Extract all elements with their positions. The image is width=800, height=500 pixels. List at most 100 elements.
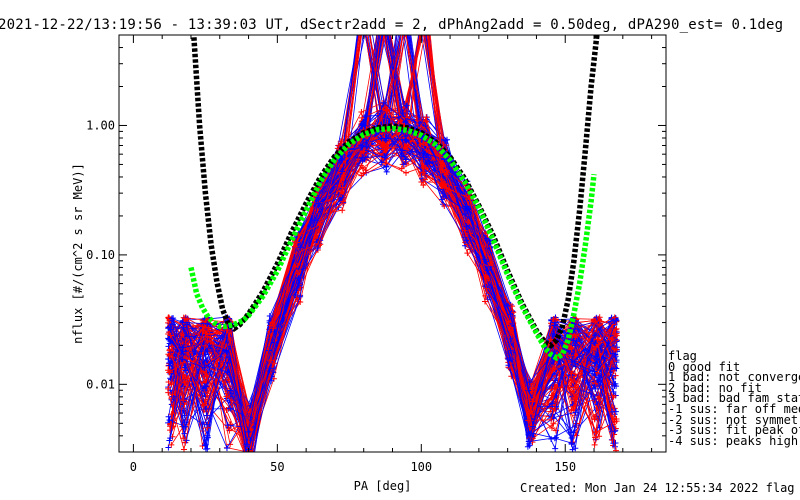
spectrum-point — [553, 427, 559, 434]
spectrum-line — [170, 130, 616, 447]
spectrum-point — [548, 386, 555, 393]
spectrum-point — [592, 318, 599, 325]
spectrum-point — [613, 332, 620, 339]
spectrum-point — [400, 161, 407, 168]
spectrum-point — [419, 175, 425, 182]
spectrum-point — [315, 194, 322, 201]
spectrum-point — [339, 207, 346, 214]
spectrum-point — [247, 459, 253, 465]
spectrum-point — [507, 347, 514, 354]
spectrum-point — [247, 465, 253, 471]
spectrum-point — [199, 443, 206, 449]
spectrum-point — [248, 470, 254, 476]
spectrum-point — [181, 430, 188, 437]
spectrum-point — [360, 9, 366, 15]
spectrum-point — [383, 4, 389, 10]
spectrum-point — [573, 332, 580, 339]
spectrum-point — [613, 337, 619, 344]
spectrum-point — [398, 1, 404, 7]
spectrum-point — [180, 324, 187, 331]
spectrum-point — [179, 319, 186, 326]
spectrum-point — [247, 454, 253, 460]
spectrum-point — [610, 388, 617, 395]
spectrum-point — [403, 102, 410, 109]
spectrum-point — [201, 364, 208, 371]
spectrum-point — [381, 99, 387, 106]
spectrum-point — [339, 184, 346, 191]
spectrum-point — [246, 460, 252, 466]
spectrum-point — [400, 0, 406, 1]
spectrum-point — [266, 365, 273, 372]
spectrum-point — [297, 293, 304, 300]
spectrum-point — [167, 338, 174, 345]
spectrum-point — [359, 0, 365, 1]
legend-item: 3 bad: bad fam stat — [668, 391, 800, 406]
spectrum-point — [266, 313, 273, 319]
spectrum-line — [170, 108, 614, 430]
spectrum-point — [422, 3, 428, 9]
spectrum-point — [553, 434, 559, 441]
spectrum-point — [398, 165, 405, 172]
spectrum-point — [611, 428, 618, 435]
spectrum-point — [204, 445, 211, 452]
spectrum-point — [246, 453, 252, 459]
spectrum-point — [613, 447, 619, 452]
spectrum-point — [526, 409, 533, 416]
spectrum-point — [359, 0, 365, 1]
spectrum-point — [505, 318, 512, 325]
spectrum-point — [592, 332, 599, 339]
spectrum-point — [204, 424, 211, 431]
spectrum-point — [443, 167, 450, 174]
spectrum-point — [246, 457, 252, 463]
spectrum-point — [268, 377, 275, 384]
spectrum-point — [403, 169, 409, 176]
spectrum-point — [399, 147, 406, 154]
spectrum-point — [504, 302, 511, 309]
spectrum-point — [381, 2, 387, 8]
spectrum-point — [165, 389, 172, 396]
chart-title: 2021-12-22/13:19:56 - 13:39:03 UT, dSect… — [0, 17, 784, 33]
spectrum-point — [383, 10, 389, 16]
spectrum-point — [608, 336, 615, 343]
spectrum-point — [181, 315, 188, 322]
spectrum-point — [202, 441, 209, 448]
spectrum-point — [610, 331, 617, 338]
spectrum-point — [572, 395, 579, 402]
spectrum-point — [421, 150, 428, 157]
spectrum-point — [203, 405, 209, 412]
spectrum-point — [611, 383, 618, 389]
spectrum-point — [202, 342, 208, 349]
spectrum-point — [165, 413, 172, 420]
spectrum-point — [404, 2, 410, 8]
spectrum-point — [184, 375, 191, 382]
spectrum-line — [172, 102, 617, 433]
spectrum-point — [420, 182, 427, 189]
spectrum-point — [552, 445, 559, 452]
spectrum-point — [441, 193, 447, 200]
spectrum-point — [380, 9, 386, 15]
spectrum-point — [572, 342, 579, 349]
spectrum-point — [483, 258, 490, 265]
spectrum-point — [224, 422, 231, 429]
spectrum-point — [612, 408, 619, 415]
spectrum-point — [315, 228, 322, 235]
spectrum-point — [247, 456, 253, 462]
spectrum-point — [611, 314, 618, 321]
spectrum-point — [340, 198, 347, 205]
spectrum-point — [167, 332, 174, 339]
spectrum-point — [335, 142, 342, 149]
spectrum-point — [568, 440, 575, 446]
x-tick-label: 100 — [410, 460, 432, 474]
y-tick-label: 1.00 — [86, 118, 115, 132]
spectrum-point — [483, 235, 489, 242]
spectrum-point — [244, 453, 250, 459]
spectra-lines — [165, 0, 620, 476]
spectrum-point — [182, 423, 189, 430]
spectrum-point — [547, 336, 554, 343]
spectrum-point — [439, 183, 446, 190]
spectrum-point — [553, 384, 560, 391]
legend-item: -2 sus: not symmetric — [668, 412, 800, 427]
spectrum-point — [205, 324, 212, 331]
spectrum-point — [297, 244, 304, 251]
spectrum-point — [361, 8, 367, 14]
